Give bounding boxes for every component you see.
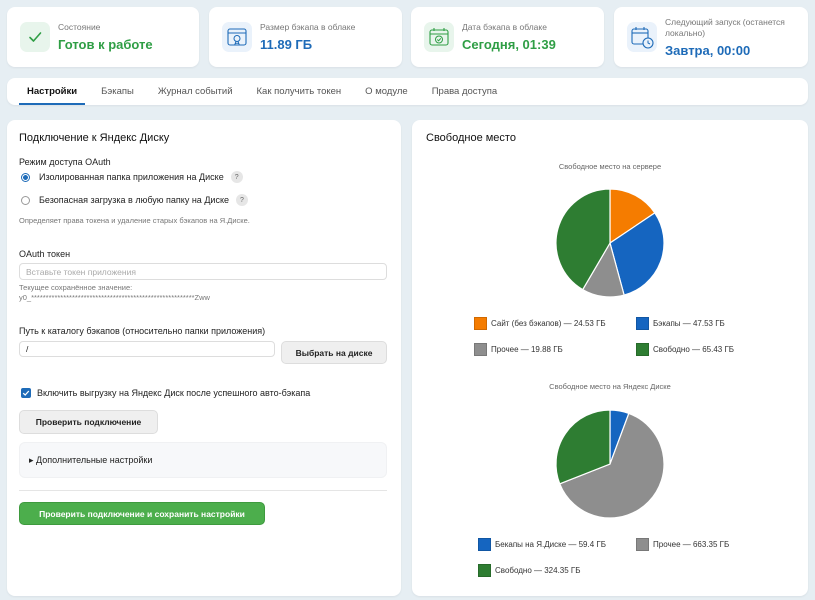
legend-label: Свободно — 324.35 ГБ xyxy=(495,566,581,575)
pie-slice-1-2 xyxy=(555,409,611,485)
settings-panel: Подключение к Яндекс Диску Режим доступа… xyxy=(7,120,401,596)
divider xyxy=(19,490,387,491)
radio-isolated-label: Изолированная папка приложения на Диске xyxy=(39,172,224,182)
pie-slice-0-1 xyxy=(609,212,665,296)
tab-backups[interactable]: Бэкапы xyxy=(101,86,134,97)
oauth-mode-label: Режим доступа OAuth xyxy=(19,157,111,167)
help-icon[interactable]: ? xyxy=(235,194,248,206)
legend-item: Прочее — 663.35 ГБ xyxy=(636,538,729,551)
mode-hint: Определяет права токена и удаление стары… xyxy=(19,216,250,225)
legend-label: Бэкапы — 47.53 ГБ xyxy=(653,319,725,328)
enable-upload-checkbox[interactable]: Включить выгрузку на Яндекс Диск после у… xyxy=(21,388,310,398)
status-card-backup-date: Дата бэкапа в облаке Сегодня, 01:39 xyxy=(411,7,604,67)
next-run-value: Завтра, 00:00 xyxy=(665,42,751,58)
calendar-clock-icon xyxy=(627,22,657,52)
legend-swatch xyxy=(636,317,649,330)
tab-access-rights[interactable]: Права доступа xyxy=(431,86,498,97)
backup-size-value: 11.89 ГБ xyxy=(260,37,313,52)
legend-swatch xyxy=(474,317,487,330)
next-run-label: Следующий запуск (останется локально) xyxy=(665,16,785,38)
free-space-title: Свободное место xyxy=(426,132,516,144)
tab-event-log[interactable]: Журнал событий xyxy=(157,86,233,97)
legend-swatch xyxy=(474,343,487,356)
status-card-backup-size: Размер бэкапа в облаке 11.89 ГБ xyxy=(209,7,402,67)
radio-any-folder[interactable]: Безопасная загрузка в любую папку на Дис… xyxy=(21,194,248,206)
status-card-next-run: Следующий запуск (останется локально) За… xyxy=(614,7,808,67)
advanced-settings-toggle[interactable]: ▸ Дополнительные настройки xyxy=(19,442,387,478)
radio-isolated-folder[interactable]: Изолированная папка приложения на Диске … xyxy=(21,171,243,183)
legend-item: Прочее — 19.88 ГБ xyxy=(474,343,563,356)
help-icon[interactable]: ? xyxy=(230,171,243,183)
saved-token-value: y0_*************************************… xyxy=(19,293,210,302)
tab-settings[interactable]: Настройки xyxy=(15,78,89,105)
check-and-save-button[interactable]: Проверить подключение и сохранить настро… xyxy=(19,502,265,525)
radio-any-indicator[interactable] xyxy=(21,195,30,205)
legend-item: Свободно — 65.43 ГБ xyxy=(636,343,734,356)
token-label: OAuth токен xyxy=(19,249,71,259)
legend-swatch xyxy=(636,343,649,356)
radio-any-label: Безопасная загрузка в любую папку на Дис… xyxy=(39,195,229,205)
legend-item: Бекапы на Я.Диске — 59.4 ГБ xyxy=(478,538,606,551)
legend-label: Прочее — 663.35 ГБ xyxy=(653,540,730,549)
archive-icon xyxy=(222,22,252,52)
path-label: Путь к каталогу бэкапов (относительно па… xyxy=(19,326,266,336)
path-input[interactable]: / xyxy=(19,341,275,357)
backup-size-label: Размер бэкапа в облаке xyxy=(260,22,356,32)
legend-label: Прочее — 19.88 ГБ xyxy=(491,345,563,354)
settings-title: Подключение к Яндекс Диску xyxy=(19,132,170,144)
saved-value-label: Текущее сохранённое значение: xyxy=(19,283,133,292)
yandex-chart-title: Свободное место на Яндекс Диске xyxy=(549,382,671,391)
tab-bar: Настройки Бэкапы Журнал событий Как полу… xyxy=(7,78,808,105)
free-space-panel: Свободное место Свободное место на серве… xyxy=(412,120,808,596)
check-icon xyxy=(20,22,50,52)
yandex-disk-pie-chart xyxy=(555,409,665,519)
status-value: Готов к работе xyxy=(58,37,153,52)
pie-slice-1-1 xyxy=(558,412,665,519)
server-pie-chart xyxy=(555,188,665,298)
checkbox-checked-icon[interactable] xyxy=(21,388,31,398)
choose-on-disk-button[interactable]: Выбрать на диске xyxy=(281,341,387,364)
backup-date-value: Сегодня, 01:39 xyxy=(462,37,556,52)
tab-about[interactable]: О модуле xyxy=(365,86,408,97)
calendar-check-icon xyxy=(424,22,454,52)
legend-label: Бекапы на Я.Диске — 59.4 ГБ xyxy=(495,540,606,549)
token-input[interactable]: Вставьте токен приложения xyxy=(19,263,387,280)
legend-swatch xyxy=(636,538,649,551)
pie-charts-svg xyxy=(555,188,665,519)
status-label: Состояние xyxy=(58,22,101,32)
server-chart-title: Свободное место на сервере xyxy=(558,162,662,171)
legend-swatch xyxy=(478,538,491,551)
legend-item: Сайт (без бэкапов) — 24.53 ГБ xyxy=(474,317,606,330)
radio-isolated-indicator[interactable] xyxy=(21,172,30,182)
legend-label: Сайт (без бэкапов) — 24.53 ГБ xyxy=(491,319,606,328)
status-card-state: Состояние Готов к работе xyxy=(7,7,199,67)
legend-item: Свободно — 324.35 ГБ xyxy=(478,564,581,577)
enable-upload-label: Включить выгрузку на Яндекс Диск после у… xyxy=(37,388,311,398)
backup-date-label: Дата бэкапа в облаке xyxy=(462,22,547,32)
check-connection-button[interactable]: Проверить подключение xyxy=(19,410,158,434)
legend-label: Свободно — 65.43 ГБ xyxy=(653,345,735,354)
pie-slice-0-0 xyxy=(609,188,656,245)
pie-slice-0-3 xyxy=(555,188,611,291)
tab-get-token[interactable]: Как получить токен xyxy=(256,86,342,97)
legend-item: Бэкапы — 47.53 ГБ xyxy=(636,317,725,330)
legend-swatch xyxy=(478,564,491,577)
